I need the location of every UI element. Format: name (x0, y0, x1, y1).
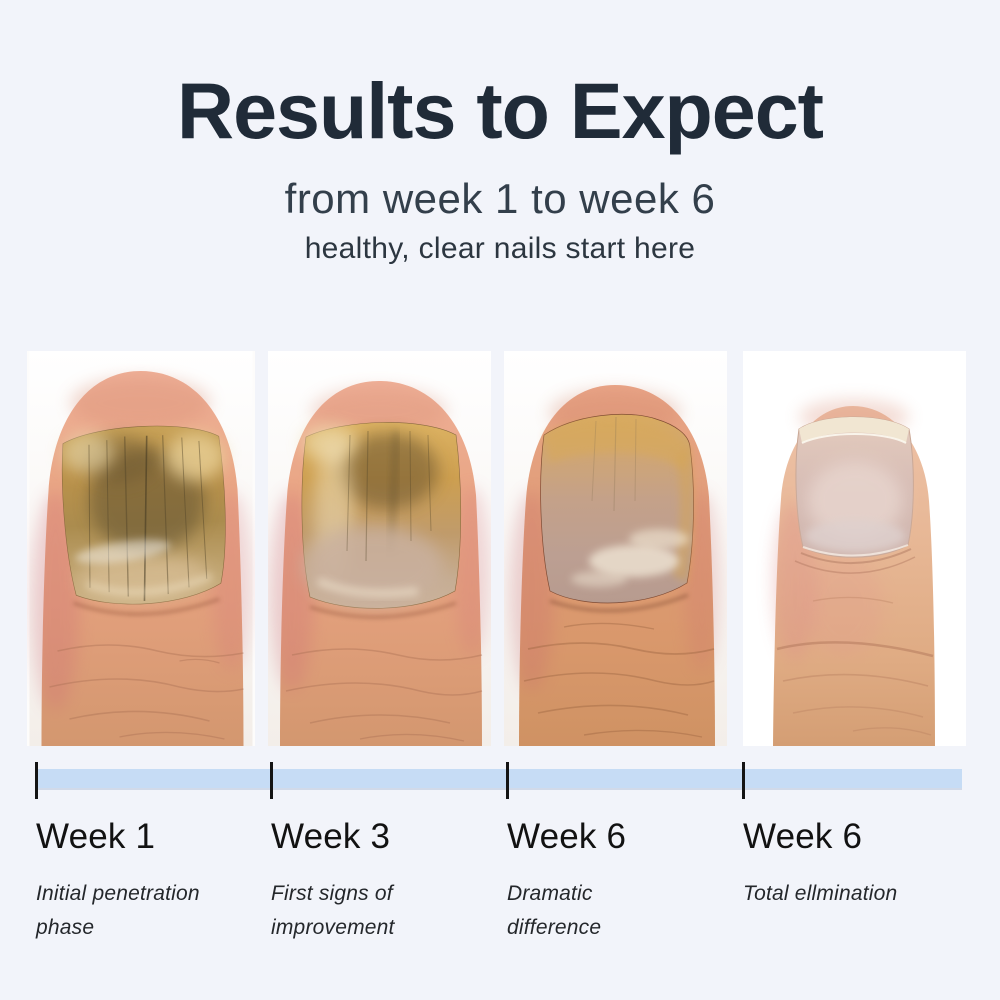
skin-wrinkles (49, 644, 244, 740)
fungal-nail (301, 422, 462, 609)
subtitle: from week 1 to week 6 (284, 175, 716, 222)
skin-wrinkles (523, 622, 715, 738)
stage-description: Dramatic difference (507, 882, 602, 939)
toe-illustration-week-6b (743, 351, 966, 746)
photo-week-6-healthy (743, 351, 966, 746)
timeline-bar (37, 769, 962, 788)
photo-week-3-improving-fungus (268, 351, 491, 746)
nail-free-edge (799, 417, 909, 443)
timeline-tick-3 (506, 762, 509, 799)
skin-wrinkles (285, 648, 483, 742)
stage-column-3: Week 6 Dramatic difference (507, 817, 722, 945)
toe-illustration-week-3 (268, 351, 491, 746)
timeline-tick-1 (35, 762, 38, 799)
stage-week-label: Week 6 (507, 817, 627, 856)
stage-column-1: Week 1 Initial penetration phase (36, 817, 251, 945)
tagline: healthy, clear nails start here (304, 232, 696, 265)
skin-wrinkles (776, 596, 934, 736)
page-title: Results to Expect (177, 66, 824, 155)
stage-column-4: Week 6 Total ellmination (743, 817, 958, 911)
stage-week-label: Week 1 (36, 817, 156, 856)
stage-week-label: Week 6 (743, 817, 863, 856)
timeline-tick-4 (742, 762, 745, 799)
timeline-tick-2 (270, 762, 273, 799)
stage-description: First signs of improvement (271, 882, 395, 939)
stage-description: Initial penetration phase (36, 882, 200, 939)
photo-week-6-mostly-clear (504, 351, 727, 746)
stage-description: Total ellmination (743, 882, 898, 905)
stage-week-label: Week 3 (271, 817, 391, 856)
photo-week-1-severe-fungus (27, 351, 255, 746)
healthy-nail (795, 416, 914, 558)
clearing-nail (540, 413, 694, 604)
toe-illustration-week-1 (29, 351, 253, 746)
stage-column-2: Week 3 First signs of improvement (271, 817, 486, 945)
fungal-nail (61, 425, 226, 605)
toe-illustration-week-6a (504, 351, 727, 746)
